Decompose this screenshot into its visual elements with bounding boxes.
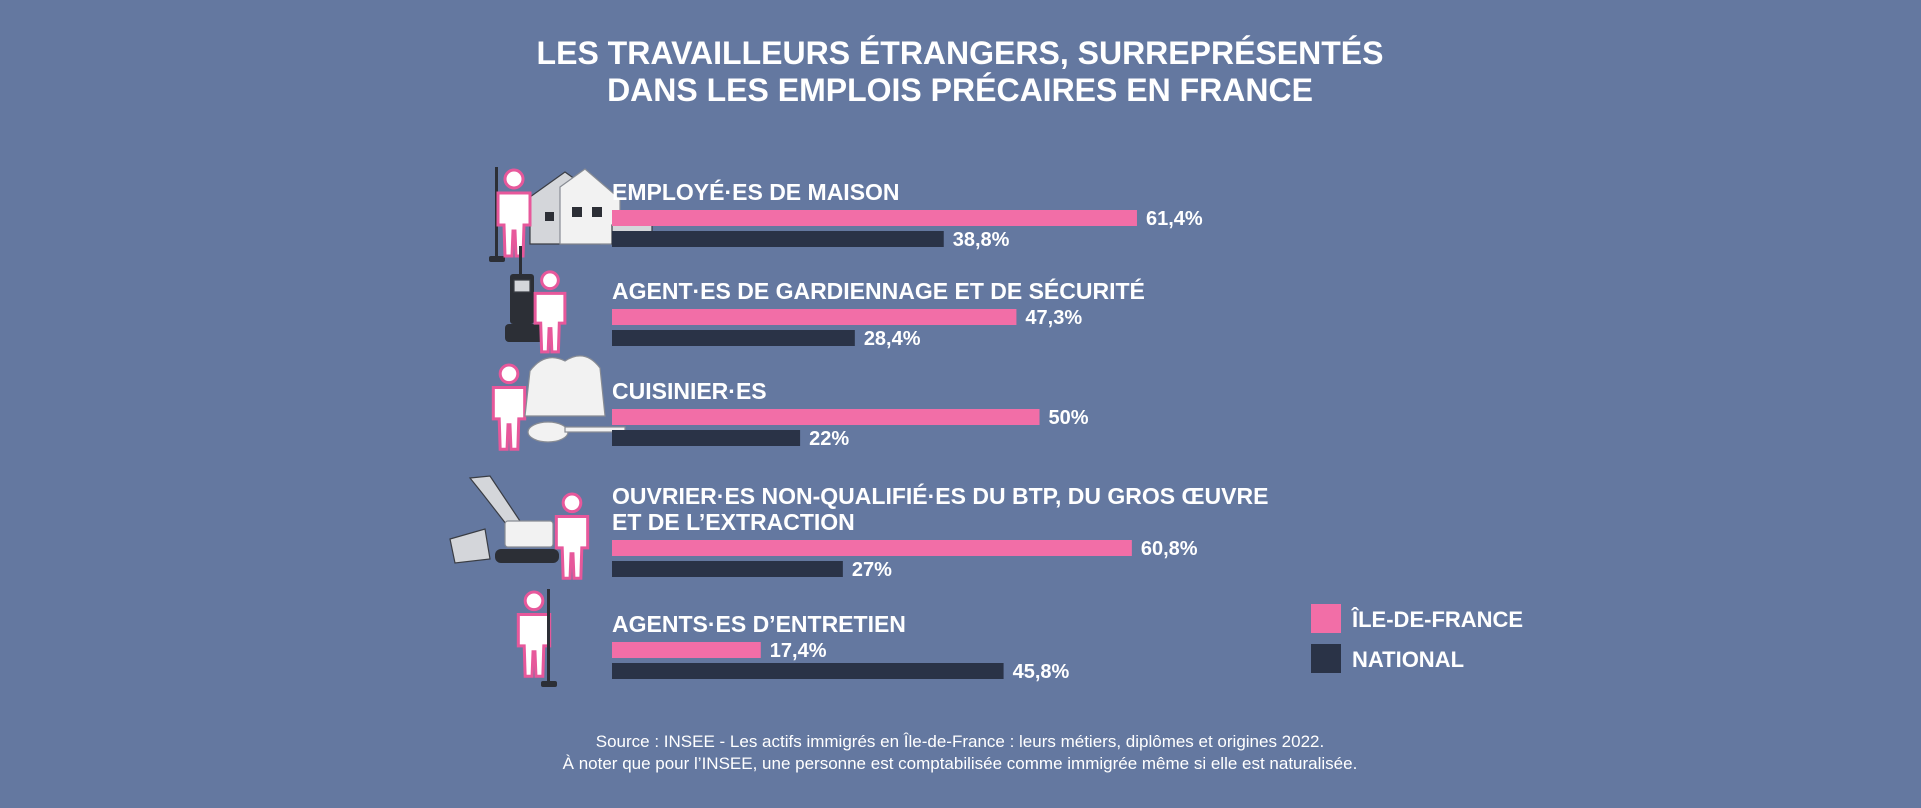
data-label: 60,8% <box>1141 538 1198 560</box>
data-label: 50% <box>1049 407 1089 429</box>
chart-title-line-1: LES TRAVAILLEURS ÉTRANGERS, SURREPRÉSENT… <box>537 35 1384 71</box>
data-label: 17,4% <box>770 640 827 662</box>
bar-ile-de-france <box>612 540 1132 556</box>
person-icon <box>533 270 567 354</box>
bar-row: EMPLOYÉ·ES DE MAISON 61,4% 38,8% <box>489 167 1203 262</box>
chart-title-line-2: DANS LES EMPLOIS PRÉCAIRES EN FRANCE <box>607 72 1313 108</box>
legend-swatch <box>1311 644 1341 673</box>
source-line-1: Source : INSEE - Les actifs immigrés en … <box>596 732 1324 751</box>
bar-row: AGENT·ES DE GARDIENNAGE ET DE SÉCURITÉ 47… <box>505 246 1145 354</box>
walkie-talkie-icon <box>505 246 567 354</box>
bar-national <box>612 231 944 247</box>
person-icon <box>496 168 532 258</box>
category-label: AGENT·ES DE GARDIENNAGE ET DE SÉCURITÉ <box>612 277 1145 304</box>
data-label: 61,4% <box>1146 208 1203 230</box>
bar-row: OUVRIER·ES NON-QUALIFIÉ·ES DU BTP, DU GR… <box>449 475 1268 581</box>
data-label: 27% <box>852 559 892 581</box>
source-line-2: À noter que pour l’INSEE, une personne e… <box>563 754 1358 773</box>
bar-national <box>612 430 801 446</box>
person-icon <box>491 363 527 451</box>
data-label: 45,8% <box>1013 661 1070 683</box>
bar-ile-de-france <box>612 642 761 658</box>
broom-icon <box>516 589 557 687</box>
category-label: EMPLOYÉ·ES DE MAISON <box>612 178 900 205</box>
bar-row: CUISINIER·ES 50% 22% <box>491 355 1089 451</box>
legend-swatch <box>1311 604 1341 633</box>
person-icon <box>516 590 552 678</box>
bar-ile-de-france <box>612 409 1040 425</box>
bar-ile-de-france <box>612 309 1017 325</box>
bar-national <box>612 663 1004 679</box>
source-note: Source : INSEE - Les actifs immigrés en … <box>563 732 1358 773</box>
bar-row: AGENTS·ES D’ENTRETIEN 17,4% 45,8% <box>516 589 1070 687</box>
legend: ÎLE-DE-FRANCE NATIONAL <box>1311 604 1523 673</box>
person-icon <box>554 492 590 580</box>
legend-item: ÎLE-DE-FRANCE <box>1311 604 1523 633</box>
category-label: CUISINIER·ES <box>612 378 767 404</box>
category-label: OUVRIER·ES NON-QUALIFIÉ·ES DU BTP, DU GR… <box>612 482 1268 509</box>
chart-title: LES TRAVAILLEURS ÉTRANGERS, SURREPRÉSENT… <box>537 35 1384 108</box>
bar-national <box>612 330 855 346</box>
category-label: AGENTS·ES D’ENTRETIEN <box>612 611 906 637</box>
legend-label: NATIONAL <box>1352 647 1464 672</box>
category-label: ET DE L’EXTRACTION <box>612 509 855 535</box>
chef-hat-icon <box>491 355 626 451</box>
bar-national <box>612 561 843 577</box>
data-label: 28,4% <box>864 328 921 350</box>
data-label: 22% <box>809 428 849 450</box>
bar-ile-de-france <box>612 210 1137 226</box>
excavator-icon <box>449 475 590 580</box>
data-label: 38,8% <box>953 229 1010 251</box>
legend-item: NATIONAL <box>1311 644 1464 673</box>
data-label: 47,3% <box>1025 307 1082 329</box>
legend-label: ÎLE-DE-FRANCE <box>1351 607 1523 632</box>
